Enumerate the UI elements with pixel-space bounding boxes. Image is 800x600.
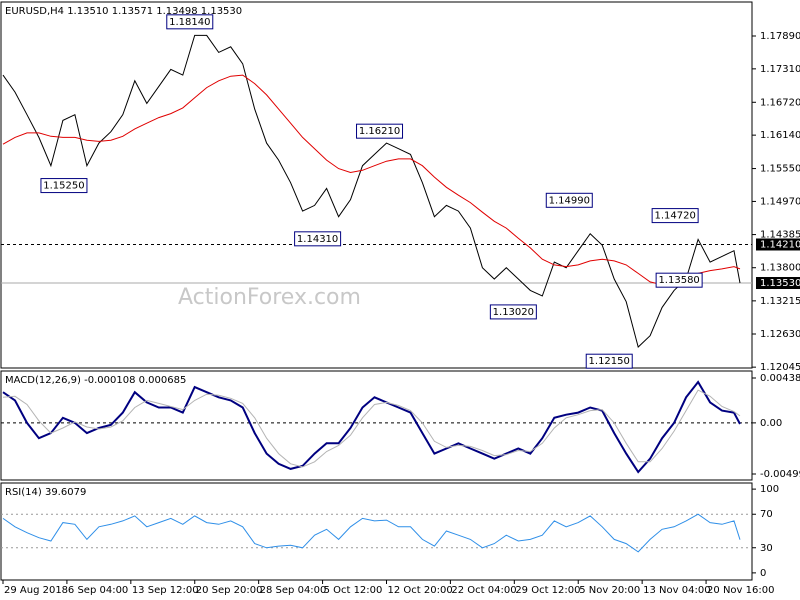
panel: [0, 370, 753, 481]
y-tick-label: 0.004387: [760, 373, 800, 384]
annotation-box: [651, 208, 699, 224]
series-line: [2, 34, 741, 348]
price-tag-label: 1.14210: [760, 239, 800, 250]
annotation-box: [166, 14, 214, 30]
annotation-label: 1.13580: [658, 275, 699, 286]
x-tick-label: 12 Oct 20:00: [387, 585, 452, 596]
y-tick-label: 1.17890: [760, 31, 800, 42]
annotation-box: [356, 123, 404, 139]
y-tick-label: 1.14385: [760, 230, 800, 241]
y-tick-label: 30: [760, 543, 773, 554]
annotation-label: 1.13020: [493, 307, 534, 318]
annotation-label: 1.14990: [549, 195, 590, 206]
annotation-box: [40, 178, 88, 194]
price-tag-label: 1.13530: [760, 278, 800, 289]
y-tick-label: 1.17310: [760, 64, 800, 75]
annotation-label: 1.12150: [589, 356, 630, 367]
y-tick-label: 0.00: [760, 418, 782, 429]
annotation-label: 1.14720: [654, 211, 695, 222]
y-tick-label: 0: [760, 568, 766, 579]
panel: [0, 482, 753, 581]
y-tick-label: 100: [760, 484, 779, 495]
annotation-label: 1.15250: [43, 181, 84, 192]
y-tick-label: 1.12045: [760, 362, 800, 373]
y-tick-label: 1.16140: [760, 130, 800, 141]
panel-title: EURUSD,H4 1.13510 1.13571 1.13498 1.1353…: [5, 6, 242, 17]
x-tick-label: 29 Aug 2018: [4, 585, 68, 596]
y-tick-label: 1.13215: [760, 296, 800, 307]
annotation-box: [585, 353, 633, 369]
series-line: [2, 513, 741, 553]
y-tick-label: 1.16720: [760, 97, 800, 108]
x-tick-label: 5 Nov 20:00: [579, 585, 640, 596]
x-tick-label: 28 Sep 04:00: [260, 585, 327, 596]
x-tick-label: 6 Sep 04:00: [68, 585, 128, 596]
series-line: [2, 380, 741, 474]
x-tick-label: 5 Oct 12:00: [324, 585, 383, 596]
x-tick-label: 13 Nov 04:00: [643, 585, 710, 596]
y-tick-label: -0.004997: [760, 469, 800, 480]
annotation-label: 1.14310: [297, 234, 338, 245]
price-tag: [756, 238, 800, 251]
x-tick-label: 29 Oct 12:00: [515, 585, 580, 596]
watermark: ActionForex.com: [178, 285, 361, 310]
y-tick-label: 1.13800: [760, 263, 800, 274]
y-tick-label: 70: [760, 509, 773, 520]
x-tick-label: 13 Sep 12:00: [132, 585, 199, 596]
series-line: [2, 389, 741, 468]
x-tick-label: 22 Oct 04:00: [451, 585, 516, 596]
annotation-box: [294, 231, 342, 247]
panel: [0, 1, 753, 369]
annotation-label: 1.16210: [359, 126, 400, 137]
series-line: [2, 74, 741, 286]
annotation-box: [489, 304, 537, 320]
x-tick-label: 20 Nov 16:00: [707, 585, 774, 596]
annotation-box: [655, 272, 703, 288]
y-tick-label: 1.12630: [760, 329, 800, 340]
panel-title: MACD(12,26,9) -0.000108 0.000685: [5, 375, 186, 386]
y-tick-label: 1.15550: [760, 164, 800, 175]
panel-title: RSI(14) 39.6079: [5, 487, 86, 498]
annotation-box: [545, 192, 593, 208]
annotation-label: 1.18140: [169, 17, 210, 28]
x-tick-label: 20 Sep 20:00: [196, 585, 263, 596]
y-tick-label: 1.14970: [760, 196, 800, 207]
price-tag: [756, 277, 800, 290]
